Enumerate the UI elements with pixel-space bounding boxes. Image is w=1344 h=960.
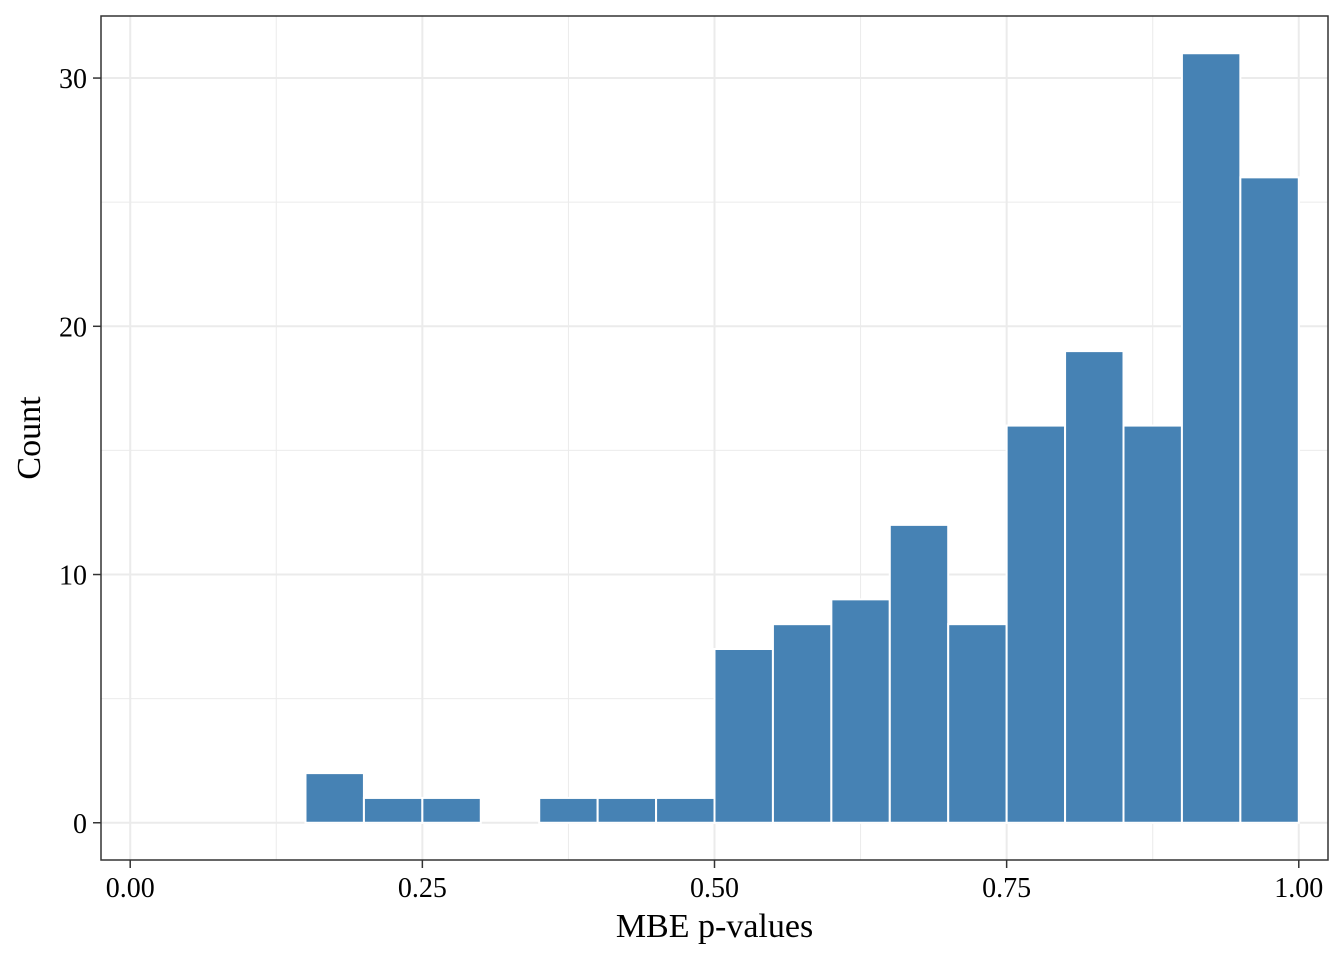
y-axis-title: Count	[11, 396, 48, 480]
histogram-bar	[596, 796, 658, 824]
histogram-bar	[538, 796, 599, 824]
histogram-bar	[1239, 176, 1300, 824]
histogram-bars	[304, 52, 1300, 824]
histogram-bar	[304, 772, 365, 824]
histogram-bar	[1064, 350, 1125, 824]
histogram-bar	[713, 648, 774, 824]
y-tick-label: 0	[73, 809, 87, 840]
histogram-bar	[1005, 424, 1067, 824]
x-tick-label: 1.00	[1274, 873, 1323, 904]
x-tick-label: 0.00	[106, 873, 155, 904]
x-tick-label: 0.50	[690, 873, 739, 904]
y-tick-label: 20	[59, 312, 87, 343]
histogram-bar	[771, 623, 833, 824]
x-tick-label: 0.75	[982, 873, 1031, 904]
x-axis-ticks: 0.00 0.25 0.50 0.75 1.00	[106, 860, 1323, 904]
histogram-bar	[421, 796, 482, 824]
histogram-bar	[1122, 424, 1183, 824]
y-tick-label: 10	[59, 561, 87, 592]
x-tick-label: 0.25	[398, 873, 447, 904]
histogram-bar	[947, 623, 1008, 824]
y-axis-ticks: 0 10 20 30	[59, 64, 101, 840]
histogram-bar	[830, 598, 891, 824]
histogram-bar	[362, 796, 424, 824]
histogram-bar	[888, 523, 950, 824]
histogram-bar	[655, 796, 716, 824]
y-tick-label: 30	[59, 64, 87, 95]
x-axis-title: MBE p-values	[616, 908, 813, 945]
histogram-bar	[1180, 52, 1242, 824]
